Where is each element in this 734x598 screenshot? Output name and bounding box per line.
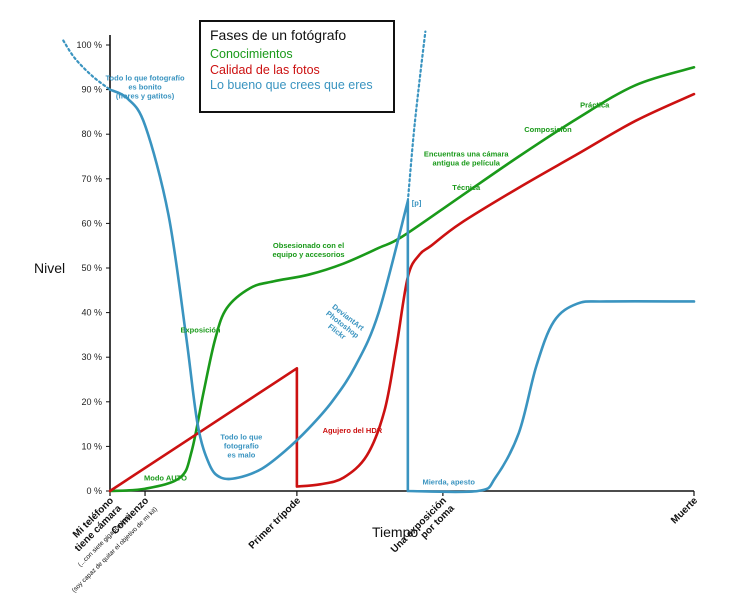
y-tick-label: 100 % (76, 40, 102, 50)
series-line-2 (108, 88, 696, 494)
annotation-line: es malo (227, 451, 255, 460)
annotation-line: Práctica (580, 100, 610, 109)
annotation-label: [p] (412, 199, 422, 208)
chart-legend: Fases de un fotógrafo Conocimientos Cali… (199, 20, 395, 113)
y-tick-label: 30 % (81, 352, 102, 362)
annotation-line: Modo AUTO (144, 474, 187, 483)
annotation-label: Exposición (181, 326, 221, 335)
annotation-label: Encuentras una cámara antigua de película (424, 150, 509, 168)
annotation-label: Todo lo que fotografío es malo (220, 433, 262, 460)
annotation-label: Todo lo que fotografío es bonito (flores y… (106, 74, 185, 101)
annotation-label: Modo AUTO (144, 474, 187, 483)
annotation-line: Exposición (181, 326, 221, 335)
annotation-label: Composición (524, 125, 572, 134)
x-axis-title: Tiempo (372, 524, 418, 540)
annotation-line: equipo y accesorios (272, 250, 344, 259)
annotation-line: fotografío (224, 442, 259, 451)
series-layer (62, 30, 696, 494)
y-tick-label: 90 % (81, 85, 102, 95)
y-tick-label: 20 % (81, 397, 102, 407)
annotation-rotated-group: DeviantArtPhotoshopFlickr (319, 302, 367, 348)
legend-item-calidad: Calidad de las fotos (210, 62, 320, 77)
series-dotted-extension-2-0 (62, 39, 112, 91)
annotation-line: [p] (412, 199, 422, 208)
y-tick-label: 70 % (81, 174, 102, 184)
annotation-line: Técnica (452, 183, 481, 192)
x-category-group: Muerte (669, 495, 700, 526)
annotation-line: Composición (524, 125, 572, 134)
legend-item-lo-bueno: Lo bueno que crees que eres (210, 78, 373, 92)
y-tick-label: 10 % (81, 441, 102, 451)
annotation-line: antigua de película (432, 159, 500, 168)
series-dotted-extension-2-1 (406, 30, 427, 203)
annotation-line: Encuentras una cámara (424, 150, 509, 159)
annotation-line: Obsesionado con el (273, 241, 344, 250)
axes-layer: 0 % 10 % 20 % 30 % 40 % 50 % 60 % 70 % 80 % 90 % 1… (34, 35, 695, 540)
annotation-layer: Todo lo que fotografío es bonito (flores y… (106, 74, 611, 487)
annotation-line: Agujero del HDR (323, 426, 383, 435)
x-category-label: Primer trípode (247, 495, 303, 551)
series-line-1 (108, 92, 696, 493)
annotation-label: Técnica (452, 183, 481, 192)
annotation-line: (flores y gatitos) (116, 92, 175, 101)
y-axis-title: Nivel (34, 260, 65, 276)
x-category-line: Primer trípode (247, 495, 303, 551)
annotation-label: Obsesionado con el equipo y accesorios (272, 241, 344, 259)
legend-title: Fases de un fotógrafo (210, 27, 347, 43)
annotation-label: Mierda, apesto (422, 477, 475, 486)
annotation-line: Mierda, apesto (422, 477, 475, 486)
y-tick-label: 50 % (81, 263, 102, 273)
x-category-line: Muerte (669, 495, 700, 526)
annotation-line: Todo lo que fotografío (106, 74, 185, 83)
annotation-label: DeviantArtPhotoshopFlickr (319, 302, 367, 348)
y-tick-label: 40 % (81, 308, 102, 318)
x-category-label: Muerte (669, 495, 700, 526)
series-line-0 (108, 66, 696, 493)
x-category-group: Primer trípode (247, 495, 303, 551)
legend-item-conocimientos: Conocimientos (210, 47, 293, 61)
annotation-label: Práctica (580, 100, 610, 109)
y-tick-label: 60 % (81, 218, 102, 228)
y-tick-label: 80 % (81, 129, 102, 139)
label-layer: Mi teléfonotiene cámara(...con siete gig… (71, 495, 701, 594)
y-tick-label: 0 % (86, 486, 102, 496)
annotation-label: Agujero del HDR (323, 426, 383, 435)
annotation-line: Todo lo que (220, 433, 262, 442)
annotation-line: es bonito (128, 83, 162, 92)
